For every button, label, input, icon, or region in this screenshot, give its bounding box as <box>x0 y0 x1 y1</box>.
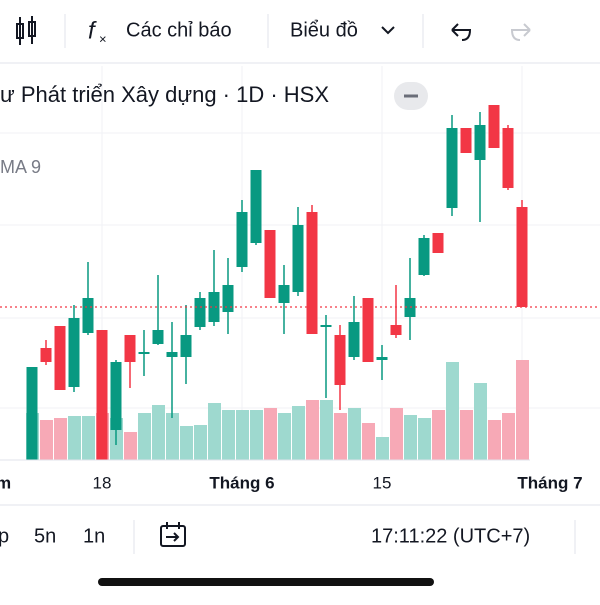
volume-bar <box>180 426 193 460</box>
volume-bar <box>488 420 501 460</box>
candle-body <box>138 352 150 354</box>
candle-body <box>278 285 290 303</box>
candle-body <box>488 105 500 148</box>
fx-icon-x: × <box>99 31 107 46</box>
candle-body <box>110 362 122 430</box>
volume-bar <box>390 408 403 460</box>
volume-bar <box>404 415 417 460</box>
indicators-button[interactable]: Các chỉ báo <box>126 19 232 41</box>
x-axis-label: Tháng 6 <box>209 473 274 492</box>
volume-bar <box>460 410 473 460</box>
volume-bar <box>222 410 235 460</box>
volume-bar <box>278 413 291 460</box>
candle-body <box>460 128 472 153</box>
candle-body <box>96 330 108 460</box>
candle-body <box>292 225 304 292</box>
volume-bar <box>208 403 221 460</box>
candle-body <box>418 238 430 275</box>
volume-bar <box>82 416 95 460</box>
volume-bar <box>152 405 165 460</box>
candle-body <box>68 318 80 387</box>
candle-body <box>40 348 52 362</box>
chevron[interactable] <box>381 26 395 35</box>
candle-body <box>26 367 38 460</box>
volume-bar <box>194 425 207 460</box>
candle-body <box>432 233 444 253</box>
candle-body <box>208 292 220 322</box>
symbol-title: ư Phát triển Xây dựng · 1D · HSX <box>0 82 329 107</box>
candle-body <box>54 326 66 390</box>
volume-bar <box>418 418 431 460</box>
volume-bar <box>516 360 529 460</box>
candle-body <box>306 212 318 334</box>
volume-bar <box>362 423 375 460</box>
candle-body <box>250 170 262 243</box>
volume-bar <box>474 383 487 460</box>
volume-bar <box>54 418 67 460</box>
range-button[interactable]: p <box>0 525 9 547</box>
range-button[interactable]: 5n <box>34 525 56 547</box>
redo-button[interactable] <box>510 23 531 41</box>
candle-body <box>194 298 206 327</box>
volume-bar <box>264 408 277 460</box>
clock[interactable]: 17:11:22 (UTC+7) <box>371 525 530 547</box>
volume-bar <box>68 416 81 460</box>
candle-icon[interactable] <box>16 16 36 45</box>
candle-body <box>474 125 486 160</box>
volume-bar <box>334 413 347 460</box>
candle-body <box>362 298 374 362</box>
volume-bar <box>40 420 53 460</box>
fx-icon[interactable]: f <box>88 17 97 44</box>
candle-body <box>446 128 458 208</box>
x-axis-label: 15 <box>373 473 392 492</box>
candle-body <box>376 357 388 360</box>
volume-bar <box>432 410 445 460</box>
chart-type-button[interactable]: Biểu đồ <box>290 19 358 41</box>
candle-body <box>82 298 94 333</box>
volume-bar <box>236 410 249 460</box>
volume-bar <box>138 413 151 460</box>
candle-body <box>264 230 276 298</box>
volume-bar <box>376 437 389 460</box>
x-axis-label: 18 <box>93 473 112 492</box>
x-axis-label: m <box>0 473 11 492</box>
candle-body <box>180 335 192 357</box>
candle-body <box>236 212 248 267</box>
x-axis-label: Tháng 7 <box>517 473 582 492</box>
volume-bar <box>348 408 361 460</box>
volume-bar <box>250 410 263 460</box>
volume-bar <box>320 400 333 460</box>
candle-body <box>222 285 234 312</box>
volume-bar <box>446 362 459 460</box>
candle-body <box>348 322 360 357</box>
candle-body <box>390 325 402 335</box>
candle-body <box>516 207 528 307</box>
indicator-label: MA 9 <box>0 157 41 177</box>
range-button[interactable]: 1n <box>83 525 105 547</box>
candle-body <box>320 325 332 327</box>
undo-button[interactable] <box>451 23 472 41</box>
candle-body <box>166 352 178 357</box>
candle-body <box>124 335 136 362</box>
volume-bar <box>306 400 319 460</box>
date-range-icon[interactable] <box>160 522 186 547</box>
candle-body <box>502 128 514 188</box>
volume-bar <box>292 406 305 460</box>
volume-bar <box>502 413 515 460</box>
home-indicator <box>98 578 434 586</box>
volume-bar <box>124 432 137 460</box>
candle-body <box>334 335 346 385</box>
volume-bar <box>166 413 179 460</box>
candle-body <box>152 330 164 344</box>
